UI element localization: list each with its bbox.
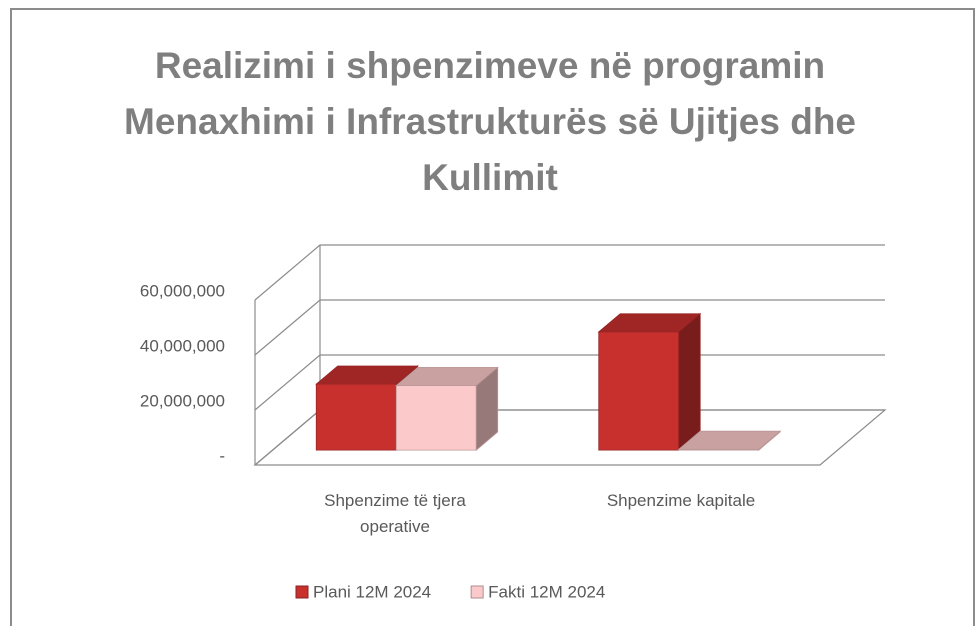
bar-side: [475, 366, 499, 452]
bar-front: [395, 385, 477, 451]
bar: [597, 312, 702, 452]
x-tick-label: Shpenzime të tjera operative: [324, 491, 466, 536]
legend-swatch: [470, 585, 484, 599]
legend-label: Fakti 12M 2024: [488, 582, 605, 601]
bar-front: [598, 331, 680, 451]
legend-swatch: [295, 585, 309, 599]
bar-side: [758, 430, 781, 452]
y-tick-label: -: [219, 446, 225, 465]
chart-border: [10, 8, 975, 626]
chart-title: Realizimi i shpenzimeve në programin Men…: [124, 45, 856, 198]
bar: [677, 430, 782, 452]
y-tick-label: 40,000,000: [140, 336, 225, 355]
y-tick-label: 60,000,000: [140, 281, 225, 300]
bar-side: [678, 312, 701, 452]
bar: [395, 366, 499, 452]
grid-line: [254, 299, 885, 356]
y-tick-label: 20,000,000: [140, 391, 225, 410]
x-tick-label: Shpenzime kapitale: [606, 491, 756, 510]
grid-line: [254, 244, 885, 301]
bar-front: [315, 383, 397, 451]
legend-label: Plani 12M 2024: [313, 582, 431, 601]
